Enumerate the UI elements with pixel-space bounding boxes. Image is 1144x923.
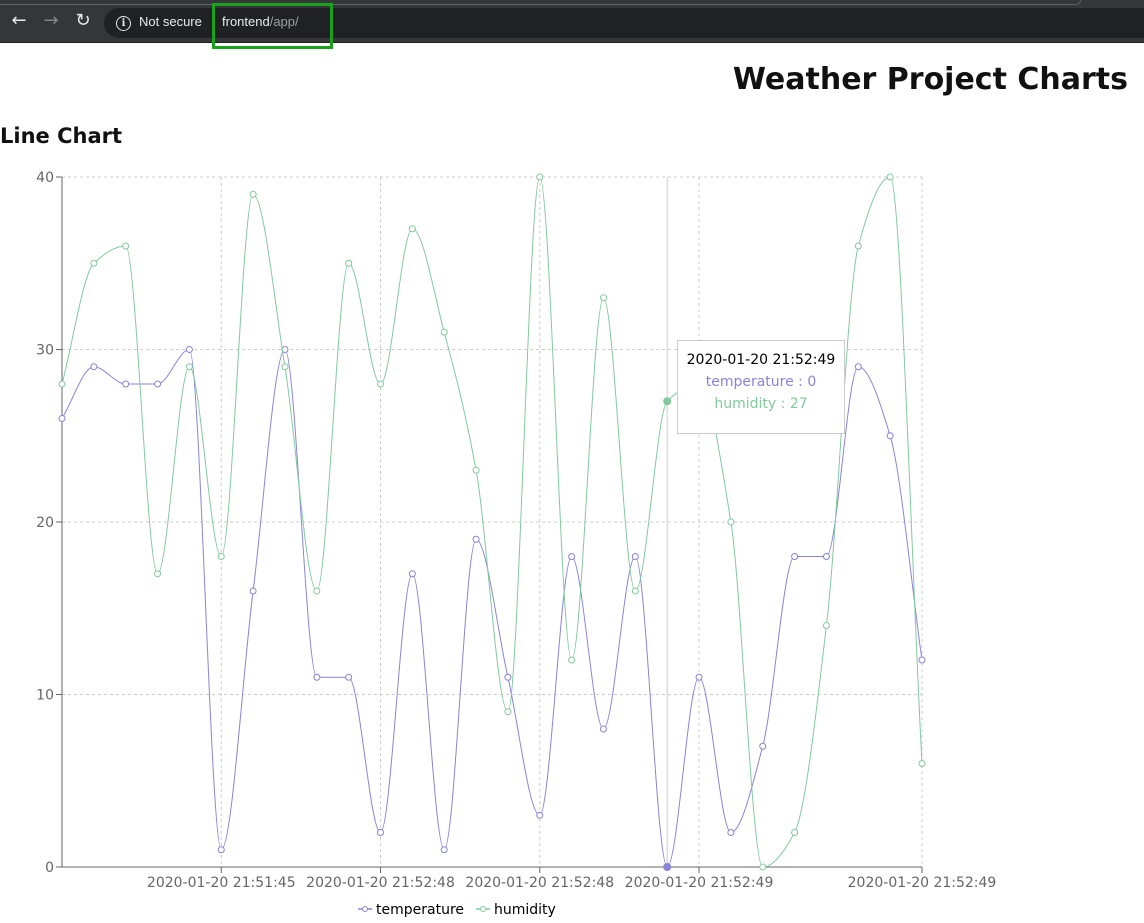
temperature-point	[217, 846, 225, 854]
temperature-point	[759, 742, 767, 750]
reload-icon[interactable]: ↻	[75, 10, 91, 31]
temperature-point	[122, 380, 130, 388]
temperature-point	[377, 829, 385, 836]
humidity-point	[631, 587, 639, 595]
humidity-point	[90, 259, 98, 267]
humidity-point	[58, 380, 66, 388]
humidity-point	[154, 570, 162, 578]
temperature-point	[822, 553, 830, 560]
temperature-point	[631, 553, 639, 560]
x-tick-label: 2020-01-20 21:52:49	[625, 875, 774, 891]
humidity-point	[727, 518, 735, 526]
tooltip-item-humidity: humidity : 27	[714, 396, 808, 412]
y-tick-label: 10	[36, 688, 54, 704]
humidity-point	[918, 760, 926, 767]
y-tick-label: 40	[36, 170, 54, 186]
address-bar[interactable]	[104, 8, 1144, 38]
humidity-point	[759, 863, 767, 871]
humidity-point	[249, 190, 257, 198]
y-tick-label: 20	[36, 515, 54, 531]
x-tick-label: 2020-01-20 21:52:49	[848, 875, 997, 891]
temperature-point	[791, 553, 799, 560]
tooltip-item-temperature: temperature : 0	[705, 374, 817, 390]
y-tick-label: 30	[36, 343, 54, 359]
humidity-point	[122, 242, 130, 250]
humidity-point	[408, 225, 416, 233]
humidity-point	[886, 173, 894, 181]
temperature-point	[886, 432, 894, 440]
temperature-point	[154, 380, 162, 388]
url-text[interactable]: frontend/app/	[222, 14, 299, 29]
humidity-point	[568, 656, 576, 664]
security-status[interactable]: Not secure	[139, 14, 202, 29]
tab-strip-edge	[0, 0, 1081, 5]
temperature-point	[440, 846, 448, 854]
temperature-legend-marker	[362, 906, 368, 912]
temperature-point	[185, 346, 193, 353]
section-title: Line Chart	[0, 124, 123, 148]
temperature-point	[58, 415, 66, 422]
temperature-point	[313, 673, 321, 681]
temperature-point	[408, 570, 416, 578]
back-arrow-icon[interactable]: ←	[11, 10, 27, 31]
temperature-point	[536, 811, 544, 819]
humidity-point	[281, 363, 289, 371]
humidity-point	[791, 829, 799, 836]
temperature-active-dot	[663, 863, 672, 871]
line-chart[interactable]: 0 10 20 30 40 2020-01-20 21:51:45 2020-01-20 2…	[0, 160, 1144, 923]
url-host: frontend	[222, 14, 270, 29]
humidity-point	[185, 363, 193, 371]
humidity-point	[822, 622, 830, 629]
temperature-point	[854, 363, 862, 371]
url-path: /app/	[269, 14, 299, 29]
humidity-point	[472, 466, 480, 474]
humidity-point	[377, 380, 385, 388]
humidity-point	[504, 708, 512, 716]
temperature-point	[345, 673, 353, 681]
temperature-point	[695, 673, 703, 681]
temperature-point	[727, 829, 735, 836]
temperature-point	[918, 656, 926, 664]
temperature-point	[504, 673, 512, 681]
humidity-legend-label: humidity	[494, 902, 556, 918]
forward-arrow-icon[interactable]: →	[43, 10, 59, 31]
temperature-point	[599, 725, 607, 733]
temperature-legend-label: temperature	[376, 902, 464, 918]
humidity-point	[536, 173, 544, 181]
x-tick-label: 2020-01-20 21:51:45	[147, 875, 296, 891]
page-title: Weather Project Charts	[732, 62, 1128, 97]
url-highlight-box	[212, 3, 333, 49]
humidity-point	[313, 587, 321, 595]
humidity-point	[854, 242, 862, 250]
temperature-point	[472, 535, 480, 543]
chart-tooltip: 2020-01-20 21:52:49 temperature : 0 humi…	[677, 340, 845, 434]
info-icon[interactable]: i	[116, 16, 131, 31]
humidity-active-dot	[663, 397, 672, 406]
x-tick-label: 2020-01-20 21:52:48	[465, 875, 614, 891]
humidity-legend-marker	[480, 906, 486, 912]
x-tick-label: 2020-01-20 21:52:48	[306, 875, 455, 891]
humidity-point	[217, 553, 225, 560]
temperature-point	[568, 553, 576, 560]
humidity-point	[440, 328, 448, 336]
humidity-point	[599, 294, 607, 302]
humidity-point	[345, 259, 353, 267]
tooltip-label: 2020-01-20 21:52:49	[686, 352, 836, 368]
temperature-point	[90, 363, 98, 371]
y-tick-label: 0	[45, 860, 54, 876]
temperature-point	[249, 587, 257, 595]
